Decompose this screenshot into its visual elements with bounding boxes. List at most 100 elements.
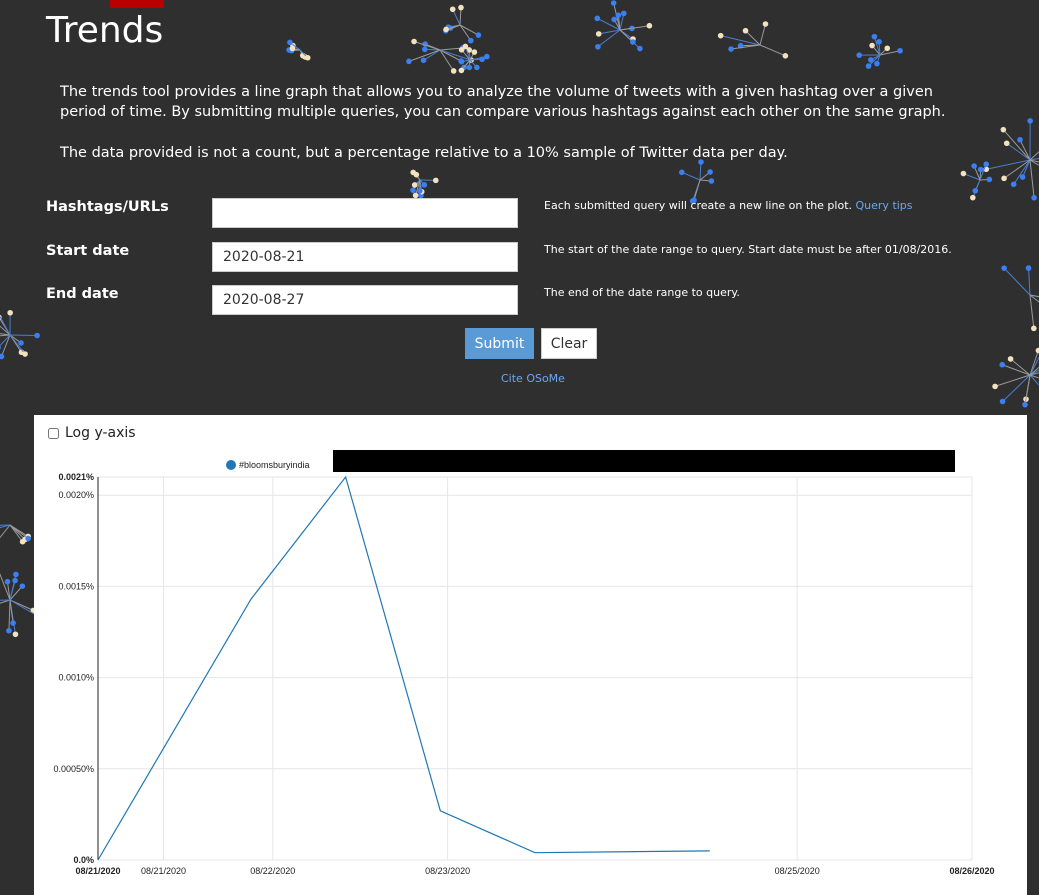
network-node <box>615 12 622 19</box>
network-node <box>12 577 18 584</box>
network-cluster <box>960 161 993 201</box>
network-edge <box>0 572 11 601</box>
end-date-input[interactable] <box>212 285 518 315</box>
network-node <box>10 620 16 626</box>
hashtags-label: Hashtags/URLs <box>46 199 169 215</box>
network-edge <box>1022 159 1031 178</box>
network-edge <box>598 29 621 35</box>
network-edge <box>1003 159 1031 179</box>
network-node <box>1007 356 1014 362</box>
network-node <box>406 58 412 65</box>
network-node <box>970 194 976 201</box>
network-node <box>411 182 418 188</box>
legend-swatch <box>226 460 236 470</box>
network-node <box>13 571 19 578</box>
network-edge <box>1029 294 1039 303</box>
network-node <box>865 63 872 69</box>
network-node <box>287 39 293 46</box>
y-tick-label: 0.00050% <box>53 764 94 774</box>
hashtags-input[interactable] <box>212 198 518 228</box>
network-node <box>466 64 473 71</box>
legend-label: #bloomsburyindia <box>239 460 310 470</box>
y-tick-label: 0.0010% <box>58 673 94 683</box>
network-edge <box>9 334 38 337</box>
y-tick-label: 0.0% <box>73 855 94 865</box>
x-tick-label: 08/21/2020 <box>75 866 120 876</box>
network-node <box>443 26 449 33</box>
network-edge <box>452 9 461 26</box>
network-node <box>468 37 474 44</box>
network-node <box>7 309 13 316</box>
network-edge <box>0 599 11 601</box>
cite-osome-link[interactable]: Cite OSoMe <box>501 372 565 385</box>
start-date-input[interactable] <box>212 242 518 272</box>
network-node <box>1027 118 1033 124</box>
start-date-label: Start date <box>46 243 130 259</box>
network-edge <box>619 29 634 43</box>
network-edge <box>597 17 621 31</box>
network-edge <box>9 334 26 355</box>
start-date-help: The start of the date range to query. St… <box>544 243 952 256</box>
network-cluster <box>678 159 715 204</box>
network-edge <box>1029 356 1039 376</box>
network-edge <box>1002 364 1031 376</box>
x-tick-label: 08/23/2020 <box>425 866 470 876</box>
network-edge <box>9 580 16 601</box>
network-node <box>4 578 11 585</box>
chart-panel: Log y-axis 08/21/2020 08/21/2020 08/22/202… <box>34 415 1027 895</box>
log-y-axis-checkbox[interactable] <box>48 427 59 439</box>
network-node <box>19 583 26 589</box>
network-node <box>6 627 12 634</box>
network-node <box>25 535 31 542</box>
network-edge <box>879 50 901 56</box>
network-edge <box>1 334 11 357</box>
page-title: Trends <box>46 10 164 51</box>
end-date-help: The end of the date range to query. <box>544 286 740 299</box>
network-node <box>630 39 636 45</box>
network-node <box>1025 265 1032 271</box>
network-edge <box>1013 159 1031 185</box>
network-node <box>594 15 601 22</box>
legend-redaction-bar <box>333 450 955 472</box>
network-node <box>19 538 26 545</box>
network-node <box>475 32 482 38</box>
network-edge <box>0 315 11 336</box>
network-edge <box>979 164 987 181</box>
network-node <box>304 54 311 61</box>
network-edge <box>0 325 11 336</box>
network-node <box>1035 347 1039 354</box>
network-edge <box>1029 366 1039 376</box>
network-node <box>977 166 984 173</box>
network-node <box>1031 194 1037 201</box>
hashtags-help: Each submitted query will create a new l… <box>544 199 913 212</box>
network-node <box>1019 174 1026 180</box>
network-node <box>960 170 967 177</box>
network-node <box>874 60 880 67</box>
log-y-axis-toggle[interactable]: Log y-axis <box>48 425 136 441</box>
network-edge <box>0 334 11 337</box>
network-edge <box>439 49 455 72</box>
network-cluster <box>1001 265 1039 332</box>
network-node <box>986 176 993 183</box>
network-cluster <box>992 347 1039 408</box>
network-cluster <box>406 38 474 74</box>
x-tick-label: 08/26/2020 <box>949 866 994 876</box>
x-tick-label: 08/25/2020 <box>775 866 820 876</box>
submit-button[interactable]: Submit <box>465 328 534 359</box>
network-node <box>868 57 874 63</box>
query-tips-link[interactable]: Query tips <box>855 199 913 212</box>
network-edge <box>731 44 761 50</box>
network-node <box>12 631 19 638</box>
network-node <box>484 53 490 60</box>
network-cluster <box>286 39 311 61</box>
network-node <box>422 46 428 53</box>
network-edge <box>459 24 472 41</box>
clear-button[interactable]: Clear <box>541 328 597 359</box>
network-node <box>1000 126 1007 133</box>
network-node <box>471 49 478 55</box>
network-edge <box>1029 374 1039 386</box>
network-cluster <box>410 169 439 199</box>
network-edge <box>6 581 11 601</box>
network-node <box>884 45 891 52</box>
network-node <box>466 47 472 53</box>
